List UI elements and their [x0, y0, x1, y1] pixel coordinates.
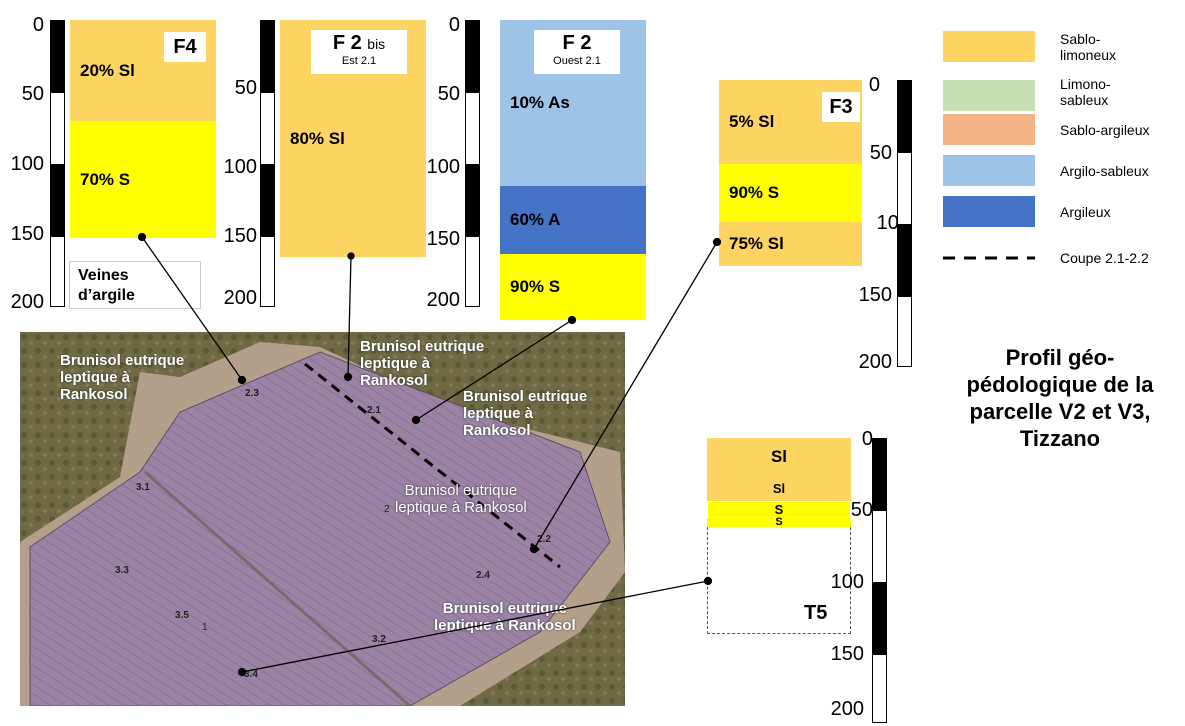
point-2-2: 2.2: [537, 534, 551, 545]
t5-title: T5: [804, 602, 828, 624]
point-2-4: 2.4: [476, 570, 490, 581]
f2bis-tick-200: 200: [223, 287, 257, 309]
point-2-1: 2.1: [367, 405, 381, 416]
f4-tick-150: 150: [10, 223, 44, 245]
f2bis-depth-scale: [260, 20, 275, 307]
map-label-3: Brunisol eutrique leptique à Rankosol: [463, 388, 588, 439]
f2bis-title: F 2 bis Est 2.1: [311, 30, 407, 74]
f2bis-title-suffix: bis: [367, 36, 386, 52]
f2-tick-50: 50: [437, 83, 460, 105]
f2-tick-200: 200: [426, 289, 460, 311]
f2-title-main: F 2: [562, 32, 592, 54]
point-1: 1: [202, 622, 208, 633]
map-label-2: Brunisol eutrique leptique à Rankosol: [360, 338, 485, 389]
f3-tick-0: 0: [868, 74, 880, 96]
f2-tick-100: 100: [426, 156, 460, 178]
f4-tick-200: 200: [10, 291, 44, 313]
connector-dot-f4: [137, 232, 147, 242]
legend-label-limono-sableux: Limono- sableux: [1060, 76, 1111, 108]
f3-layer-3: 75% Sl: [719, 222, 862, 266]
connector-dot-f2: [567, 315, 577, 325]
connector-dot-f2bis: [347, 252, 355, 260]
f2bis-title-main: F 2: [332, 32, 362, 54]
legend-label-sablo-argileux: Sablo-argileux: [1060, 122, 1150, 138]
point-3-4: 3.4: [244, 669, 258, 680]
legend-swatch-limono-sableux: [943, 80, 1035, 111]
f4-title: F4: [164, 32, 206, 62]
f2-layer-3: 90% S: [500, 254, 646, 320]
f2-title: F 2 Ouest 2.1: [534, 30, 620, 74]
t5-tick-50: 50: [850, 499, 873, 521]
point-3-3: 3.3: [115, 565, 129, 576]
legend-swatch-argileux: [943, 196, 1035, 227]
f4-tick-0: 0: [32, 14, 44, 36]
f3-title: F3: [822, 92, 860, 122]
f2-depth-scale: [465, 20, 480, 307]
t5-tick-200: 200: [830, 698, 864, 720]
connector-dot-2-1: [343, 372, 353, 382]
map-parcel-drawing: [20, 332, 625, 706]
f2-tick-0: 0: [448, 14, 460, 36]
t5-layer-2: Sl: [707, 476, 851, 501]
t5-layer-4: S: [707, 517, 851, 528]
f3-depth-scale: [897, 80, 912, 367]
connector-dot-2-2: [529, 544, 539, 554]
point-3-5: 3.5: [175, 610, 189, 621]
legend-swatch-sablo-argileux: [943, 114, 1035, 145]
legend-label-argileux: Argileux: [1060, 204, 1111, 220]
legend-label-sablo-limoneux: Sablo- limoneux: [1060, 31, 1117, 63]
f2-layer-2: 60% A: [500, 186, 646, 254]
connector-dot-f3: [712, 237, 722, 247]
f4-tick-50: 50: [21, 83, 44, 105]
legend-label-coupe: Coupe 2.1-2.2: [1060, 250, 1149, 266]
connector-dot-t5: [703, 576, 713, 586]
t5-tick-0: 0: [861, 428, 873, 450]
f2bis-tick-50: 50: [234, 77, 257, 99]
point-3-2: 3.2: [372, 634, 386, 645]
legend-label-argilo-sableux: Argilo-sableux: [1060, 163, 1149, 179]
t5-layer-3: S: [707, 501, 851, 518]
connector-dot-center: [411, 415, 421, 425]
f3-layer-2: 90% S: [719, 164, 862, 222]
connector-dot-3-4: [237, 667, 247, 677]
t5-tick-100: 100: [830, 571, 864, 593]
f2bis-tick-150: 150: [223, 225, 257, 247]
map-label-5: Brunisol eutrique leptique à Rankosol: [434, 600, 576, 634]
f4-layer-2: 70% S: [70, 121, 216, 238]
f2bis-tick-100: 100: [223, 156, 257, 178]
legend-dashed-line: [943, 256, 1035, 260]
veines-argile-label: Veines d’argile: [69, 261, 201, 309]
f2-tick-150: 150: [426, 228, 460, 250]
main-title: Profil géo- pédologique de la parcelle V…: [966, 345, 1154, 451]
t5-layer-1: Sl: [707, 438, 851, 476]
f4-depth-scale: [50, 20, 65, 307]
connector-dot-2-3: [237, 375, 247, 385]
legend-swatch-argilo-sableux: [943, 155, 1035, 186]
point-3-1: 3.1: [136, 482, 150, 493]
f4-tick-100: 100: [10, 153, 44, 175]
legend-swatch-sablo-limoneux: [943, 31, 1035, 62]
f2-subtitle: Ouest 2.1: [553, 55, 601, 67]
f3-tick-200: 200: [858, 351, 892, 373]
f2bis-subtitle: Est 2.1: [341, 55, 377, 67]
aerial-map: Brunisol eutrique leptique à Rankosol Br…: [20, 332, 625, 706]
point-2: 2: [384, 504, 390, 515]
map-label-4: Brunisol eutrique leptique à Rankosol: [395, 482, 527, 516]
t5-depth-scale: [872, 438, 887, 723]
t5-tick-150: 150: [830, 643, 864, 665]
f3-tick-150: 150: [858, 284, 892, 306]
point-2-3: 2.3: [245, 388, 259, 399]
map-label-1: Brunisol eutrique leptique à Rankosol: [60, 352, 185, 403]
f3-tick-50: 50: [869, 142, 892, 164]
